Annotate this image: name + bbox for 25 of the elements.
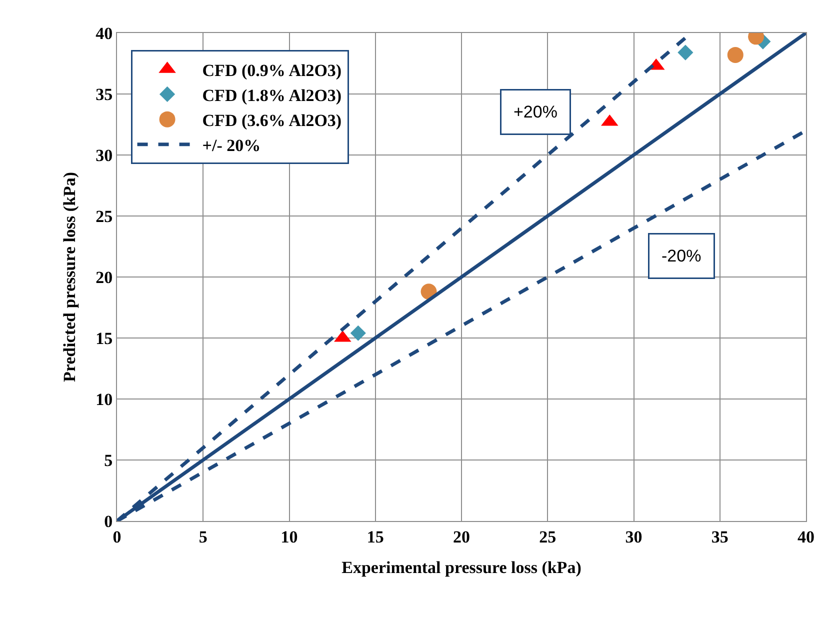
- x-tick-label: 25: [539, 527, 556, 546]
- x-tick-label: 40: [798, 527, 814, 546]
- y-tick-label: 35: [96, 84, 113, 104]
- y-axis-title: Predicted pressure loss (kPa): [60, 172, 80, 382]
- y-tick-label: 30: [96, 146, 113, 165]
- x-tick-label: 10: [280, 527, 298, 546]
- x-tick-label: 35: [711, 527, 728, 546]
- y-tick-label: 0: [104, 512, 113, 531]
- x-axis-title: Experimental pressure loss (kPa): [342, 558, 582, 577]
- annotation: +20%: [514, 102, 558, 122]
- x-tick-label: 20: [453, 527, 470, 546]
- x-tick-label: 15: [366, 527, 384, 546]
- legend-label: CFD (1.8% Al2O3): [202, 86, 342, 105]
- legend-label: CFD (0.9% Al2O3): [202, 60, 342, 80]
- y-tick-label: 5: [104, 450, 113, 470]
- y-tick-label: 25: [96, 206, 113, 226]
- legend-label: CFD (3.6% Al2O3): [202, 110, 342, 130]
- y-tick-label: 20: [96, 268, 113, 287]
- x-tick-label: 5: [198, 527, 208, 546]
- y-tick-label: 40: [96, 24, 113, 43]
- y-tick-label: 10: [96, 390, 113, 409]
- y-tick-label: 15: [96, 328, 113, 348]
- x-tick-label: 30: [625, 527, 642, 546]
- annotation: -20%: [662, 246, 702, 266]
- legend-label: +/- 20%: [202, 136, 261, 156]
